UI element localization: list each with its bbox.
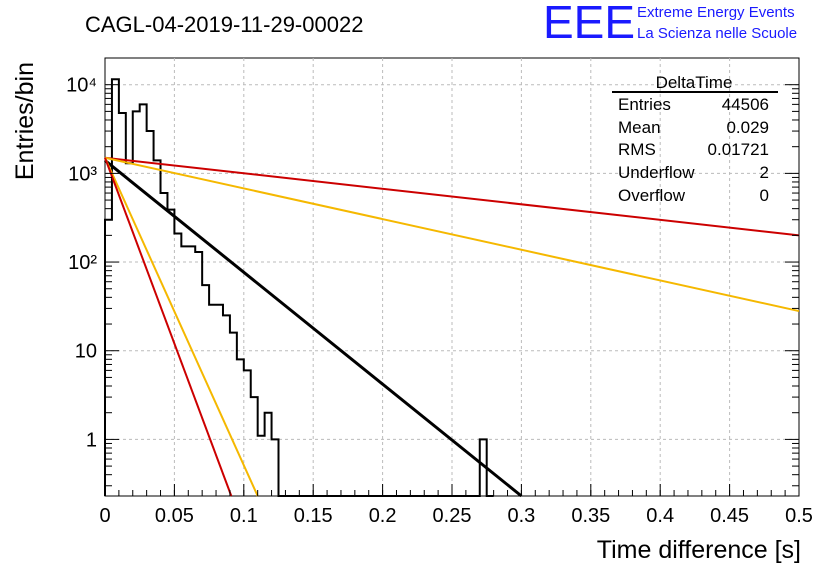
- stats-entries-label: Entries: [618, 95, 671, 114]
- x-tick-label: 0.1: [230, 505, 258, 527]
- y-tick-label: 1: [86, 429, 97, 451]
- x-tick-label: 0.25: [433, 505, 472, 527]
- stats-overflow-value: 0: [760, 186, 769, 205]
- grid-layer: [105, 58, 799, 496]
- stats-underflow-label: Underflow: [618, 163, 695, 182]
- stats-mean-label: Mean: [618, 118, 661, 137]
- x-tick-label: 0.15: [294, 505, 333, 527]
- x-axis-label: Time difference [s]: [597, 536, 801, 564]
- stats-overflow-label: Overflow: [618, 186, 686, 205]
- x-tick-label: 0.3: [507, 505, 535, 527]
- logo-line-1: Extreme Energy Events: [637, 4, 795, 21]
- stats-underflow-value: 2: [760, 163, 769, 182]
- histogram-layer: [104, 78, 494, 497]
- y-axis-label: Entries/bin: [11, 62, 39, 180]
- y-tick-label: 10²: [68, 252, 97, 274]
- x-tick-label: 0.35: [571, 505, 610, 527]
- stats-box: DeltaTime Entries 44506 Mean 0.029 RMS 0…: [612, 73, 778, 205]
- logo-line-2: La Scienza nelle Scuole: [637, 25, 797, 42]
- fit-line-1: [104, 156, 800, 237]
- x-tick-label: 0.2: [369, 505, 397, 527]
- fit-line-2: [104, 156, 800, 313]
- x-tick-label: 0: [99, 505, 110, 527]
- y-tick-label: 10³: [68, 163, 97, 185]
- stats-title: DeltaTime: [656, 73, 733, 92]
- chart-title: CAGL-04-2019-11-29-00022: [85, 12, 363, 37]
- stats-entries-value: 44506: [722, 95, 769, 114]
- eee-logo-mark: EEE: [543, 0, 635, 48]
- stats-rms-label: RMS: [618, 140, 656, 159]
- x-tick-label: 0.4: [646, 505, 674, 527]
- x-tick-label: 0.5: [785, 505, 813, 527]
- fit-lines-layer: [104, 156, 800, 498]
- histogram-deltatime: [104, 78, 494, 497]
- fit-line-5: [104, 157, 233, 497]
- stats-rms-value: 0.01721: [708, 140, 769, 159]
- y-tick-label: 10⁴: [66, 75, 97, 97]
- axis-ticks-layer: 0 0.05 0.1 0.15 0.2 0.25 0.3 0.35 0.4 0.45 0.5 1 10 1…: [66, 57, 813, 527]
- x-tick-label: 0.45: [710, 505, 749, 527]
- fit-line-4: [104, 157, 259, 497]
- fit-line-3: [104, 159, 523, 498]
- y-tick-label: 10: [75, 341, 97, 363]
- stats-mean-value: 0.029: [726, 118, 769, 137]
- x-tick-label: 0.05: [155, 505, 194, 527]
